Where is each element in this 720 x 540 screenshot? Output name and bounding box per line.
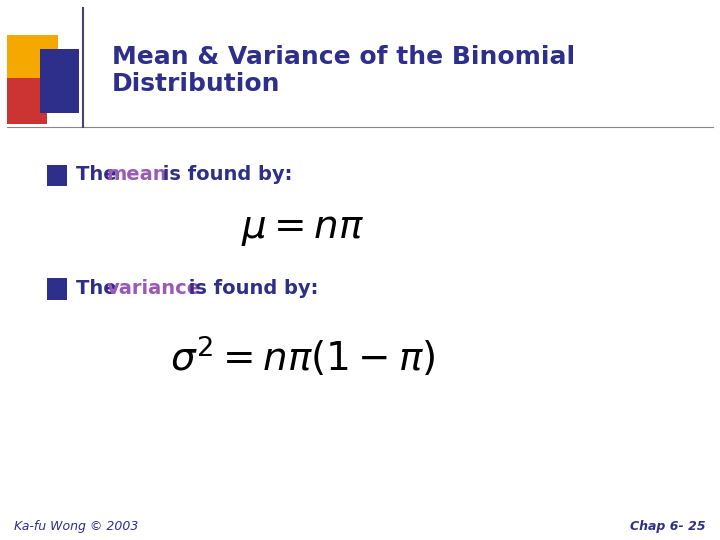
Text: The: The (76, 279, 123, 298)
Text: variance: variance (107, 279, 201, 298)
Text: Chap 6- 25: Chap 6- 25 (630, 520, 706, 533)
Text: Distribution: Distribution (112, 72, 280, 96)
Text: is found by:: is found by: (156, 165, 292, 185)
Text: mean: mean (107, 165, 167, 185)
Text: Ka-fu Wong © 2003: Ka-fu Wong © 2003 (14, 520, 139, 533)
Text: $\sigma^2 = n\pi(1-\pi)$: $\sigma^2 = n\pi(1-\pi)$ (170, 334, 435, 379)
Text: is found by:: is found by: (182, 279, 318, 298)
Text: The: The (76, 165, 123, 185)
Text: $\mu = n\pi$: $\mu = n\pi$ (240, 211, 364, 248)
Text: Mean & Variance of the Binomial: Mean & Variance of the Binomial (112, 45, 575, 69)
